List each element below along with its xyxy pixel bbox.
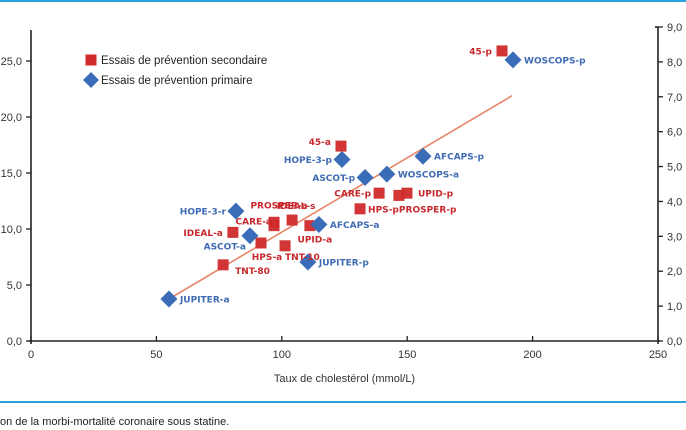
data-point-diamond — [227, 202, 245, 220]
y-tick-label: 5,0 — [7, 280, 22, 292]
data-label: 45-a — [309, 138, 331, 148]
x-tick-label: 200 — [523, 349, 541, 361]
data-point-square — [496, 45, 508, 57]
data-point-diamond — [378, 165, 396, 183]
data-point-square — [304, 220, 316, 232]
data-label: AFCAPS-a — [330, 221, 380, 231]
y2-tick-label: 5,0 — [667, 162, 682, 174]
data-point-square — [217, 259, 229, 271]
legend-marker-square — [85, 54, 97, 66]
data-point-diamond — [414, 147, 432, 165]
data-point-diamond — [504, 51, 522, 69]
y2-tick-label: 6,0 — [667, 127, 682, 139]
data-point-square — [255, 237, 267, 249]
y2-tick-label: 7,0 — [667, 92, 682, 104]
data-label: ASCOT-a — [204, 243, 246, 253]
top-rule — [0, 0, 686, 2]
data-label: 45-p — [469, 47, 492, 57]
data-label: TNT-80 — [235, 267, 270, 277]
data-label: WOSCOPS-a — [398, 171, 459, 181]
data-point-diamond — [160, 290, 178, 308]
data-point-diamond — [310, 216, 328, 234]
data-label: UPID-p — [418, 190, 454, 200]
data-point-square — [354, 203, 366, 215]
data-point-diamond — [299, 253, 317, 271]
data-point-square — [401, 187, 413, 199]
x-tick-label: 50 — [150, 349, 162, 361]
data-label: HPS-p — [368, 205, 399, 215]
bottom-rule — [0, 401, 686, 403]
x-tick-label: 150 — [398, 349, 416, 361]
data-label: PROSPER-a — [250, 201, 307, 211]
data-label: HOPE-3-p — [284, 156, 333, 166]
legend-label: Essais de prévention primaire — [101, 75, 253, 87]
data-label: HOPE-3-r — [180, 208, 227, 218]
figure-caption: on de la morbi-mortalité coronaire sous … — [0, 416, 230, 428]
data-label: JUPITER-a — [179, 296, 230, 306]
data-label: PROSPER-p — [399, 205, 457, 215]
data-label: WOSCOPS-p — [524, 56, 586, 66]
data-label: UPID-a — [298, 236, 333, 246]
y2-tick-label: 8,0 — [667, 57, 682, 69]
y2-tick-label: 4,0 — [667, 196, 682, 208]
legend-label: Essais de prévention secondaire — [101, 55, 267, 67]
data-point-square — [286, 214, 298, 226]
data-label: IDEAL-a — [183, 229, 222, 239]
y-tick-label: 10,0 — [1, 224, 22, 236]
x-tick-label: 100 — [273, 349, 291, 361]
y2-tick-label: 9,0 — [667, 22, 682, 34]
data-label: HPS-a — [252, 253, 282, 263]
data-point-diamond — [333, 151, 351, 169]
data-label: CARE-a — [236, 218, 272, 228]
y-tick-label: 0,0 — [7, 336, 22, 348]
y2-tick-label: 2,0 — [667, 266, 682, 278]
y-tick-label: 20,0 — [1, 112, 22, 124]
legend-marker-diamond — [83, 72, 99, 88]
data-label: CARE-p — [334, 190, 371, 200]
data-label: IDEAL-s — [277, 202, 316, 212]
data-point-square — [279, 240, 291, 252]
data-label: AFCAPS-p — [434, 153, 484, 163]
data-point-diamond — [241, 227, 259, 245]
data-point-square — [393, 189, 405, 201]
data-label: TNT-10 — [285, 253, 320, 263]
y2-tick-label: 1,0 — [667, 301, 682, 313]
data-point-square — [227, 226, 239, 238]
scatter-chart: 0,0 5,0 10,0 15,0 20,0 25,0 0,0 1,0 2,0 3,0 4,0 5,0… — [1, 22, 683, 385]
data-point-diamond — [356, 168, 374, 186]
data-label: JUPITER-p — [318, 259, 370, 269]
x-tick-label: 250 — [649, 349, 667, 361]
x-tick-label: 0 — [28, 349, 34, 361]
data-point-square — [335, 140, 347, 152]
y2-tick-label: 3,0 — [667, 231, 682, 243]
y-tick-label: 15,0 — [1, 168, 22, 180]
y2-tick-label: 0,0 — [667, 336, 682, 348]
x-axis-title: Taux de cholestérol (mmol/L) — [274, 373, 415, 385]
data-point-square — [268, 220, 280, 232]
data-label: ASCOT-p — [312, 174, 355, 184]
y-tick-label: 25,0 — [1, 56, 22, 68]
data-point-square — [373, 187, 385, 199]
